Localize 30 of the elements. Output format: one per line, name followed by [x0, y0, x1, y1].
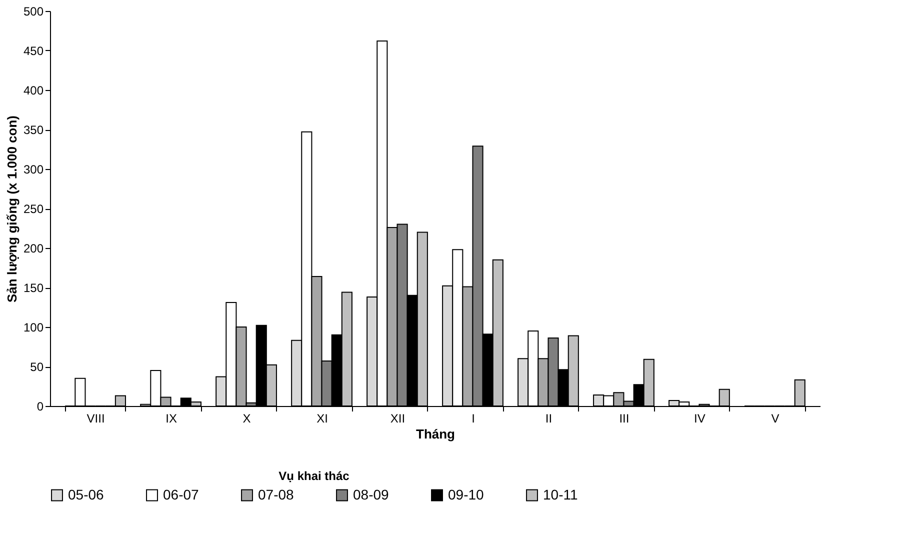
- y-tick-label: 100: [23, 320, 44, 334]
- x-tick-label: V: [771, 412, 780, 426]
- legend-title: Vụ khai thác: [278, 469, 350, 483]
- legend-label: 06-07: [163, 486, 200, 502]
- x-tick-label: VIII: [86, 412, 105, 426]
- x-tick-label: IX: [166, 412, 177, 426]
- x-tick-label: X: [242, 412, 251, 426]
- legend-label: 09-10: [448, 486, 484, 502]
- x-tick-label: IV: [694, 412, 706, 426]
- y-tick-label: 250: [23, 202, 44, 216]
- legend-label: 10-11: [543, 486, 578, 502]
- y-tick-label: 450: [23, 44, 44, 58]
- x-tick-label: III: [619, 412, 630, 426]
- x-tick-label: XII: [390, 412, 406, 426]
- y-tick-label: 500: [23, 4, 44, 18]
- y-tick-label: 50: [30, 360, 44, 374]
- x-tick-label: XI: [316, 412, 328, 426]
- y-tick-label: 300: [23, 162, 44, 176]
- legend-label: 08-09: [353, 486, 390, 502]
- x-axis-title: Tháng: [416, 426, 456, 442]
- y-tick-label: 200: [23, 242, 44, 256]
- legend-label: 05-06: [68, 486, 104, 502]
- y-tick-label: 350: [23, 123, 44, 137]
- y-tick-label: 0: [36, 400, 44, 414]
- x-tick-label: I: [472, 412, 475, 426]
- x-tick-label: II: [545, 412, 552, 426]
- legend-label: 07-08: [258, 486, 294, 502]
- y-tick-label: 400: [23, 84, 44, 98]
- y-axis-title: Sản lượng giống (x 1.000 con): [4, 116, 20, 302]
- y-tick-label: 150: [23, 281, 44, 295]
